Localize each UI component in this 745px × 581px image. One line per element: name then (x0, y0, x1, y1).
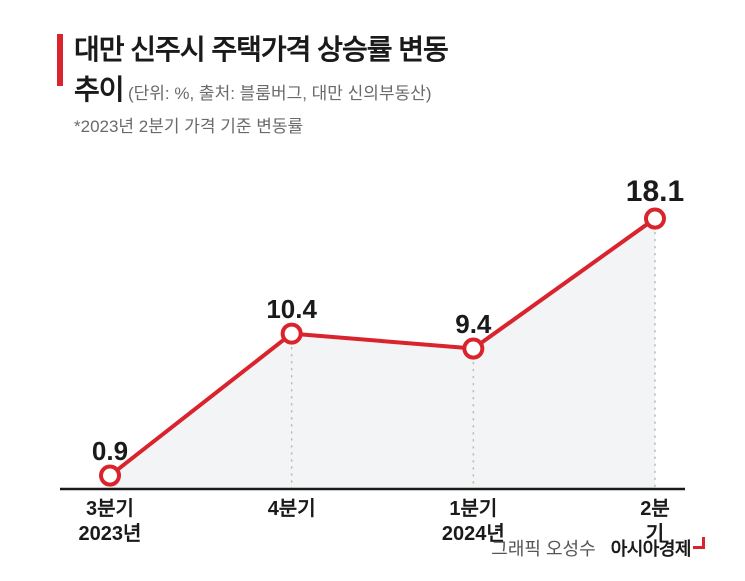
data-marker (283, 325, 301, 343)
title-block: 대만 신주시 주택가격 상승률 변동 추이 (단위: %, 출처: 블룸버그, … (74, 28, 705, 137)
value-label: 18.1 (626, 175, 684, 209)
x-axis-label: 4분기 (268, 497, 316, 522)
chart-title-line2: 추이 (74, 74, 124, 105)
data-marker (464, 340, 482, 358)
x-axis-label: 3분기2023년 (79, 497, 142, 547)
data-marker (101, 467, 119, 485)
line-chart-svg (60, 130, 685, 491)
value-label: 0.9 (92, 436, 128, 467)
title-accent-bar (57, 34, 63, 86)
brand-mark-icon (693, 537, 705, 549)
credit-brand: 아시아경제 (611, 539, 691, 559)
chart-area: 0.93분기2023년10.44분기9.41분기2024년18.12분기 (60, 130, 685, 491)
chart-subtitle: (단위: %, 출처: 블룸버그, 대만 신의부동산) (128, 84, 432, 103)
value-label: 9.4 (455, 309, 491, 340)
credit-author: 그래픽 오성수 (491, 539, 595, 559)
value-label: 10.4 (266, 294, 317, 325)
chart-area-fill (110, 219, 655, 489)
data-marker (646, 210, 664, 228)
chart-title-line1: 대만 신주시 주택가격 상승률 변동 (74, 28, 705, 68)
credit-line: 그래픽 오성수 아시아경제 (491, 535, 705, 561)
